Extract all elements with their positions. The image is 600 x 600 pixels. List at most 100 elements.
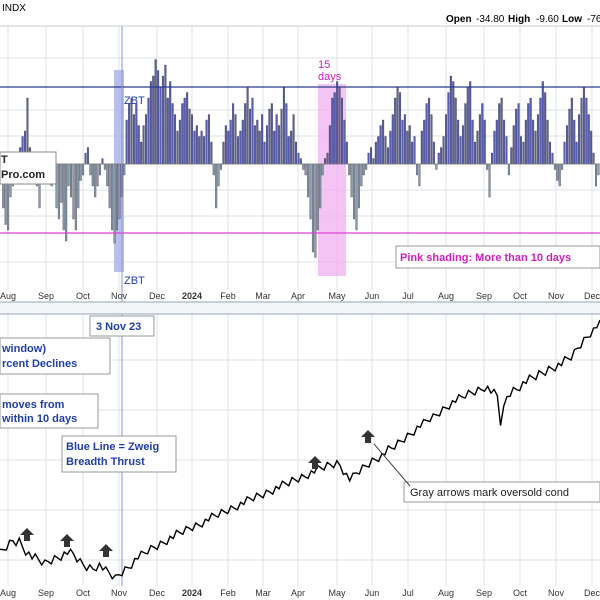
bar	[536, 114, 539, 165]
bar	[275, 114, 278, 165]
bar	[171, 103, 174, 165]
bar	[539, 97, 542, 165]
bar	[343, 119, 346, 165]
bar	[549, 141, 552, 165]
top-x-tick-label: Dec	[149, 291, 166, 301]
bar	[280, 108, 283, 165]
top-x-tick-label: Dec	[584, 291, 600, 301]
bottom-x-tick-label: Jul	[402, 588, 414, 598]
bar	[147, 97, 150, 165]
bar	[111, 163, 114, 231]
bar	[101, 158, 104, 165]
oversold-arrow-icon	[361, 430, 375, 443]
bar	[360, 163, 363, 187]
bar	[292, 114, 295, 165]
bar	[176, 130, 179, 165]
moves-line-2: within 10 days	[1, 413, 77, 425]
bar	[224, 125, 227, 165]
open-label: Open	[446, 14, 472, 25]
bar	[430, 114, 433, 165]
top-x-tick-label: Jun	[365, 291, 380, 301]
bar	[232, 103, 235, 165]
date-callout-box	[89, 315, 155, 337]
blue-line-text-2: Breadth Thrust	[66, 456, 145, 468]
bar	[553, 163, 556, 170]
bar	[370, 147, 373, 165]
blue-line-box	[61, 435, 177, 473]
bar	[178, 119, 181, 165]
bottom-x-tick-label: Nov	[111, 588, 128, 598]
bar	[91, 163, 94, 187]
bar	[348, 163, 351, 176]
top-x-tick-label: Mar	[255, 291, 271, 301]
top-x-tick-label: Oct	[513, 291, 528, 301]
pink-note-box	[395, 245, 600, 269]
bar	[331, 97, 334, 165]
bar	[413, 136, 416, 165]
bar	[597, 163, 600, 176]
legend-box	[0, 337, 111, 375]
bar	[65, 163, 68, 242]
bar	[263, 141, 266, 165]
bar	[459, 136, 462, 165]
moves-line-1: moves from	[2, 399, 65, 411]
bar	[203, 136, 206, 165]
bar	[287, 136, 290, 165]
bar	[319, 163, 322, 209]
bar	[140, 141, 143, 165]
bar	[345, 141, 348, 165]
bar	[106, 163, 109, 187]
bar	[159, 86, 162, 165]
bar	[244, 103, 247, 165]
bar	[62, 163, 65, 231]
bar	[486, 163, 489, 170]
bar	[181, 103, 184, 165]
bar	[483, 119, 486, 165]
top-x-tick-label: Sep	[476, 291, 492, 301]
bar	[471, 119, 474, 165]
bar	[401, 119, 404, 165]
bar	[195, 125, 198, 165]
bar	[234, 114, 237, 165]
bar	[365, 163, 368, 170]
bar	[67, 163, 70, 187]
bar	[212, 163, 215, 176]
days-count-label: 15	[318, 59, 330, 71]
low-label: Low	[562, 14, 582, 25]
bottom-x-tick-label: Jun	[365, 588, 380, 598]
bar	[125, 119, 128, 165]
bar	[94, 163, 97, 198]
top-x-tick-label: Oct	[76, 291, 91, 301]
low-value: -76	[587, 14, 600, 25]
bar	[256, 119, 259, 165]
bar	[183, 97, 186, 165]
bar	[309, 163, 312, 220]
bottom-x-tick-label: May	[328, 588, 346, 598]
pink-note-text: Pink shading: More than 10 days	[400, 252, 571, 264]
bar	[478, 114, 481, 165]
moves-box	[0, 393, 99, 429]
bar	[60, 163, 63, 203]
bottom-x-tick-label: Oct	[76, 588, 91, 598]
top-x-tick-label: Nov	[548, 291, 565, 301]
bottom-x-tick-label: Sep	[38, 588, 54, 598]
high-value: -9.60	[536, 14, 559, 25]
bar	[587, 114, 590, 165]
bar	[411, 141, 414, 165]
bar	[174, 114, 177, 165]
bar	[382, 119, 385, 165]
bar	[532, 119, 535, 165]
bar	[435, 163, 438, 170]
bar	[227, 130, 230, 165]
bar	[205, 119, 208, 165]
bar	[575, 141, 578, 165]
gray-arrows-box	[403, 481, 600, 503]
bar	[432, 141, 435, 165]
bar	[258, 130, 261, 165]
oversold-arrow-icon	[60, 534, 74, 547]
high-label: High	[508, 14, 530, 25]
bar	[522, 141, 525, 165]
bar	[394, 97, 397, 165]
bar	[132, 114, 135, 165]
bar	[99, 163, 102, 176]
